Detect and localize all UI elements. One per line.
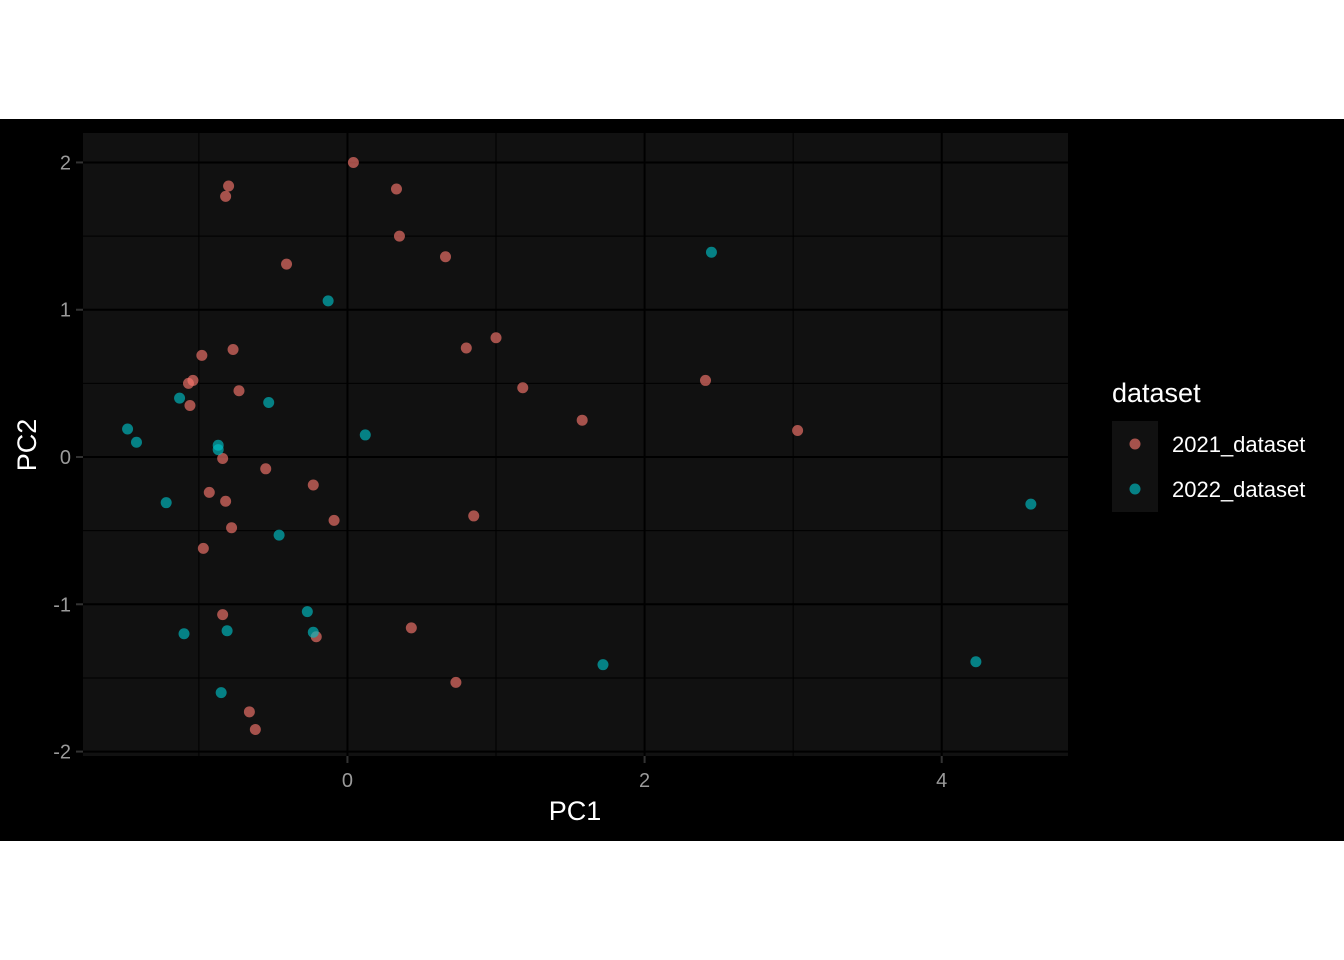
x-axis-title: PC1 — [549, 796, 602, 826]
data-point-2021-dataset — [281, 258, 293, 270]
data-point-2021-dataset — [220, 495, 232, 507]
data-point-2022-dataset — [307, 626, 319, 638]
y-tick-label: -2 — [53, 742, 71, 764]
data-point-2022-dataset — [273, 529, 285, 541]
data-point-2021-dataset — [197, 542, 209, 554]
data-point-2022-dataset — [174, 392, 186, 404]
x-tick-label: 0 — [342, 770, 353, 792]
data-point-2022-dataset — [597, 659, 609, 671]
data-point-2022-dataset — [130, 436, 142, 448]
data-point-2021-dataset — [347, 156, 359, 168]
data-point-2021-dataset — [217, 452, 229, 464]
legend: dataset 2021_dataset 2022_dataset — [1112, 378, 1305, 512]
data-point-2022-dataset — [178, 628, 190, 640]
data-point-2021-dataset — [792, 425, 804, 437]
legend-title: dataset — [1112, 378, 1201, 408]
data-point-2021-dataset — [307, 479, 319, 491]
x-tick-label: 4 — [936, 770, 947, 792]
legend-label-2021: 2021_dataset — [1172, 432, 1305, 457]
legend-key-2021 — [1129, 438, 1141, 450]
y-tick-label: -1 — [53, 594, 71, 616]
x-tick-label: 2 — [639, 770, 650, 792]
data-point-2021-dataset — [440, 251, 452, 263]
data-point-2021-dataset — [203, 486, 215, 498]
legend-key-background — [1112, 421, 1158, 512]
data-point-2022-dataset — [221, 625, 233, 637]
data-point-2021-dataset — [450, 676, 462, 688]
data-point-2021-dataset — [517, 382, 529, 394]
data-point-2022-dataset — [301, 606, 313, 618]
data-point-2022-dataset — [215, 687, 227, 699]
data-point-2021-dataset — [393, 230, 405, 242]
data-point-2021-dataset — [699, 374, 711, 386]
plot-panel — [83, 133, 1068, 756]
data-point-2021-dataset — [460, 342, 472, 354]
data-point-2022-dataset — [263, 397, 275, 409]
y-tick-label: 1 — [60, 300, 71, 322]
data-point-2021-dataset — [390, 183, 402, 195]
grid-lines — [83, 133, 1068, 756]
data-point-2022-dataset — [1025, 498, 1037, 510]
data-point-2021-dataset — [184, 399, 196, 411]
data-point-2022-dataset — [970, 656, 982, 668]
data-point-2021-dataset — [223, 180, 235, 192]
data-point-2022-dataset — [322, 295, 334, 307]
legend-key-2022 — [1129, 483, 1141, 495]
data-point-2021-dataset — [196, 349, 208, 361]
data-point-2022-dataset — [122, 423, 134, 435]
data-point-2021-dataset — [490, 332, 502, 344]
data-point-2022-dataset — [160, 497, 172, 509]
data-point-2021-dataset — [227, 344, 239, 356]
data-point-2022-dataset — [705, 246, 717, 258]
data-point-2021-dataset — [233, 385, 245, 397]
data-point-2021-dataset — [405, 622, 417, 634]
data-point-2021-dataset — [249, 723, 261, 735]
y-tick-label: 0 — [60, 447, 71, 469]
data-point-2021-dataset — [468, 510, 480, 522]
data-point-2021-dataset — [260, 463, 272, 475]
axis-ticks: 0 2 4 -2 -1 0 1 2 — [53, 152, 947, 792]
data-point-2021-dataset — [226, 522, 238, 534]
data-point-2021-dataset — [243, 706, 255, 718]
legend-label-2022: 2022_dataset — [1172, 477, 1305, 502]
data-point-2022-dataset — [212, 444, 224, 456]
data-point-2021-dataset — [576, 414, 588, 426]
data-point-2021-dataset — [217, 609, 229, 621]
data-point-2021-dataset — [220, 190, 232, 202]
data-point-2022-dataset — [359, 429, 371, 441]
y-axis-title: PC2 — [12, 419, 42, 472]
y-tick-label: 2 — [60, 152, 71, 174]
data-points — [122, 156, 1037, 735]
data-point-2021-dataset — [182, 377, 194, 389]
data-point-2021-dataset — [328, 514, 340, 526]
